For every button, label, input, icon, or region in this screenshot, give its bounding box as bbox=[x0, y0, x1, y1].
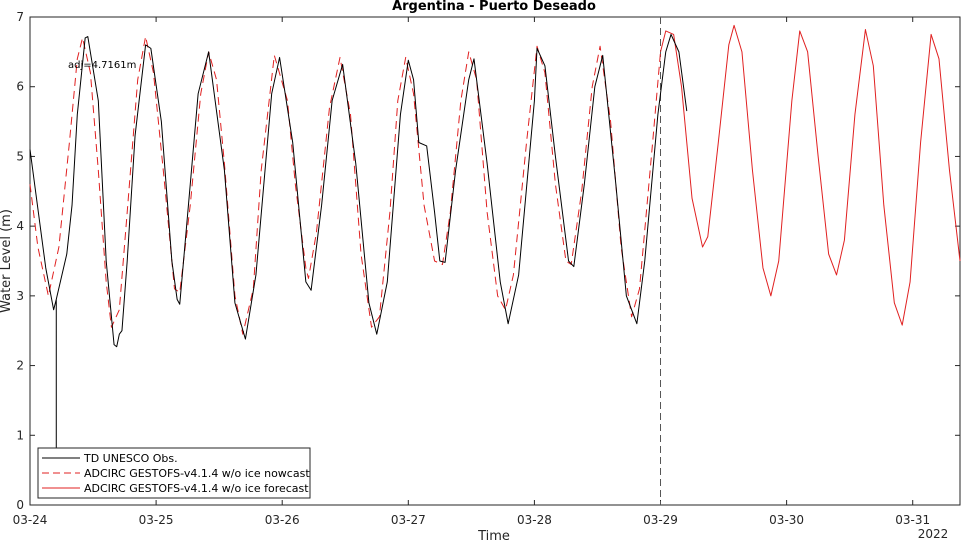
legend: TD UNESCO Obs. ADCIRC GESTOFS-v4.1.4 w/o… bbox=[37, 447, 311, 499]
plot-area bbox=[29, 16, 961, 506]
obs-series-line bbox=[29, 33, 688, 457]
y-tick-label: 3 bbox=[16, 289, 24, 303]
x-tick-label: 03-24 bbox=[13, 513, 48, 527]
x-tick-label: 03-28 bbox=[517, 513, 552, 527]
x-axis-label: Time bbox=[477, 529, 510, 541]
x-tick-label: 03-30 bbox=[769, 513, 804, 527]
x-tick-label: 03-25 bbox=[139, 513, 174, 527]
nowcast-series-line bbox=[29, 36, 662, 335]
y-tick-label: 1 bbox=[16, 428, 24, 442]
x-tick-label: 03-27 bbox=[391, 513, 426, 527]
x-tick-label: 03-29 bbox=[643, 513, 678, 527]
y-tick-label: 5 bbox=[16, 149, 24, 163]
x-axis-ticks: 03-24 03-25 03-26 03-27 03-28 03-29 03-30 03-31 bbox=[13, 17, 930, 527]
y-tick-label: 0 bbox=[16, 498, 24, 512]
y-tick-label: 4 bbox=[16, 219, 24, 233]
x-tick-label: 03-31 bbox=[895, 513, 930, 527]
year-label: 2022 bbox=[918, 527, 949, 541]
legend-label-forecast: ADCIRC GESTOFS-v4.1.4 w/o ice forecast bbox=[84, 482, 309, 495]
adjustment-annotation: adj=4.7161m bbox=[68, 60, 136, 71]
series-layer bbox=[29, 24, 961, 457]
chart-title: Argentina - Puerto Deseado bbox=[392, 0, 596, 14]
legend-label-obs: TD UNESCO Obs. bbox=[83, 452, 178, 465]
legend-box bbox=[37, 447, 311, 499]
legend-label-nowcast: ADCIRC GESTOFS-v4.1.4 w/o ice nowcast bbox=[84, 467, 310, 480]
y-tick-label: 6 bbox=[16, 80, 24, 94]
forecast-series-line bbox=[660, 24, 961, 326]
y-axis-ticks: 0 1 2 3 4 5 6 7 bbox=[16, 10, 960, 512]
x-tick-label: 03-26 bbox=[265, 513, 300, 527]
y-axis-label: Water Level (m) bbox=[0, 209, 14, 313]
y-tick-label: 7 bbox=[16, 10, 24, 24]
y-tick-label: 2 bbox=[16, 359, 24, 373]
